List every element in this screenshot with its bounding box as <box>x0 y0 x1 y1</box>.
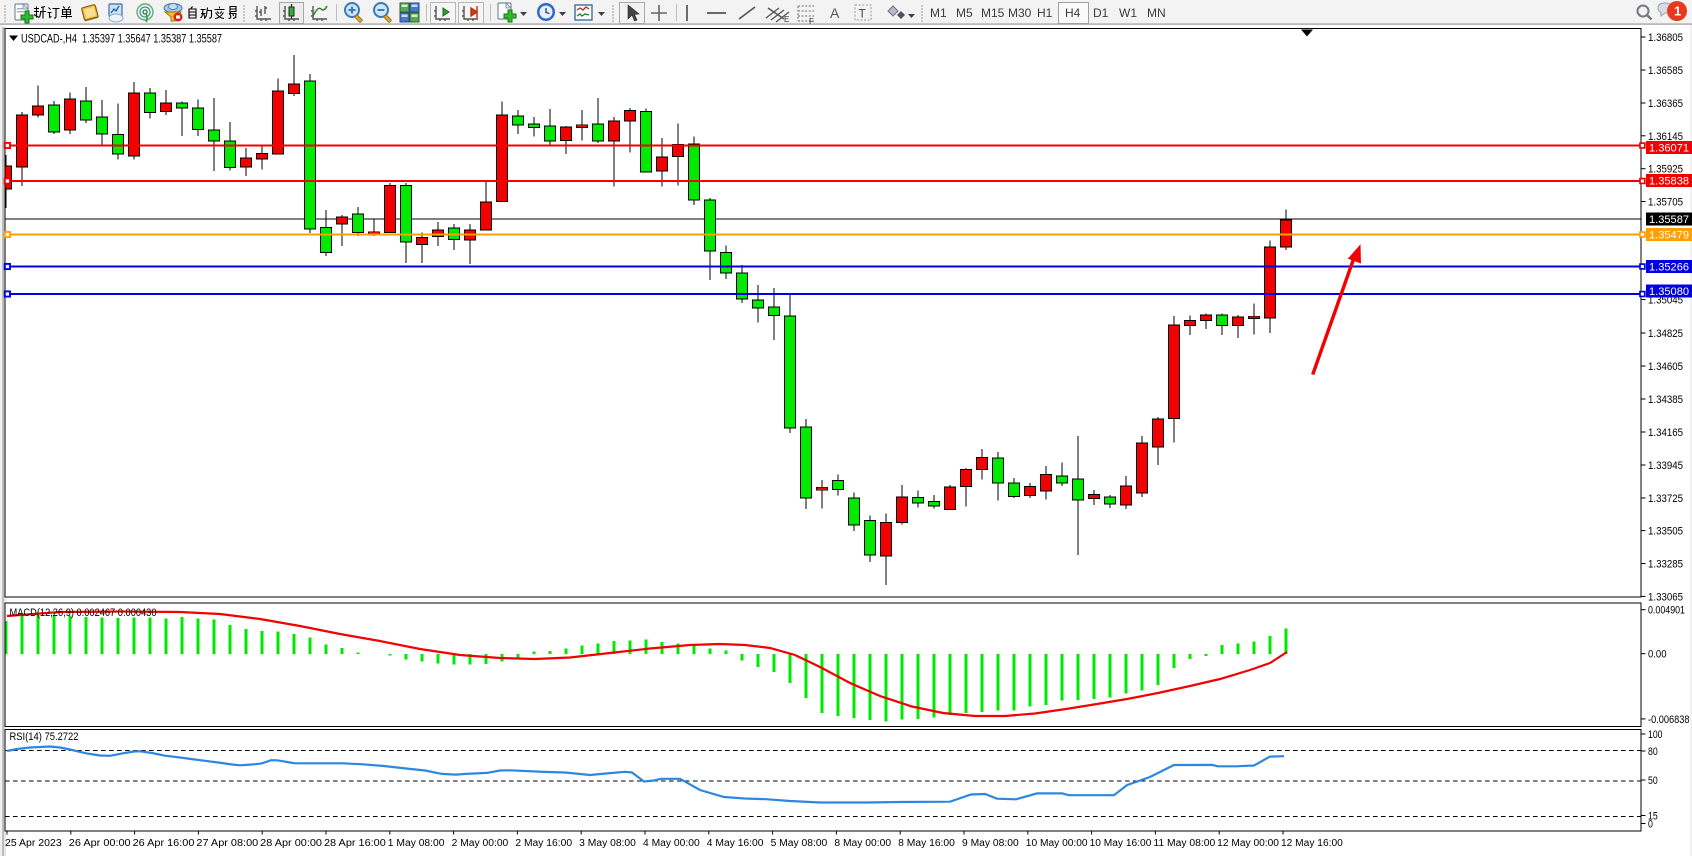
svg-text:11 May 08:00: 11 May 08:00 <box>1153 838 1215 849</box>
svg-text:4 May 00:00: 4 May 00:00 <box>643 838 700 849</box>
svg-text:MN: MN <box>1147 6 1166 20</box>
svg-text:1.36145: 1.36145 <box>1648 131 1683 143</box>
svg-text:M1: M1 <box>930 6 947 20</box>
svg-text:5 May 08:00: 5 May 08:00 <box>771 838 828 849</box>
svg-text:1.34385: 1.34385 <box>1648 394 1683 406</box>
svg-text:1.36071: 1.36071 <box>1649 143 1689 155</box>
svg-text:W1: W1 <box>1119 6 1137 20</box>
svg-text:8 May 16:00: 8 May 16:00 <box>898 838 955 849</box>
svg-text:2 May 00:00: 2 May 00:00 <box>452 838 509 849</box>
svg-text:1.35266: 1.35266 <box>1649 262 1689 274</box>
svg-text:28 Apr 16:00: 28 Apr 16:00 <box>324 838 386 849</box>
svg-text:1.34605: 1.34605 <box>1648 361 1683 373</box>
svg-text:M5: M5 <box>956 6 973 20</box>
svg-text:8 May 00:00: 8 May 00:00 <box>834 838 891 849</box>
svg-text:D1: D1 <box>1093 6 1109 20</box>
svg-text:H1: H1 <box>1037 6 1053 20</box>
svg-text:1.35705: 1.35705 <box>1648 197 1683 209</box>
svg-text:0.004901: 0.004901 <box>1648 605 1685 617</box>
svg-text:3 May 08:00: 3 May 08:00 <box>579 838 636 849</box>
svg-text:RSI(14) 75.2722: RSI(14) 75.2722 <box>10 731 79 743</box>
svg-text:50: 50 <box>1648 775 1658 787</box>
svg-text:1.35587: 1.35587 <box>1649 214 1689 226</box>
svg-text:1.34825: 1.34825 <box>1648 328 1683 340</box>
svg-text:H4: H4 <box>1065 6 1081 20</box>
svg-text:1.35080: 1.35080 <box>1649 286 1689 298</box>
svg-text:1.33505: 1.33505 <box>1648 526 1683 538</box>
svg-text:E: E <box>784 15 789 24</box>
svg-text:80: 80 <box>1648 746 1658 758</box>
svg-text:A: A <box>830 5 840 21</box>
svg-text:T: T <box>859 7 867 21</box>
svg-text:25 Apr 2023: 25 Apr 2023 <box>5 838 62 849</box>
svg-text:26 Apr 00:00: 26 Apr 00:00 <box>69 838 131 849</box>
svg-text:10 May 00:00: 10 May 00:00 <box>1026 838 1088 849</box>
svg-text:27 Apr 08:00: 27 Apr 08:00 <box>196 838 258 849</box>
svg-text:9 May 08:00: 9 May 08:00 <box>962 838 1019 849</box>
svg-text:4 May 16:00: 4 May 16:00 <box>707 838 764 849</box>
svg-text:1 May 08:00: 1 May 08:00 <box>388 838 445 849</box>
svg-text:1.33065: 1.33065 <box>1648 591 1683 603</box>
svg-text:USDCAD-,H4 1.35397 1.35647 1.: USDCAD-,H4 1.35397 1.35647 1.35387 1.355… <box>21 34 222 46</box>
svg-text:MACD(12,26,9) 0.002467 0.00043: MACD(12,26,9) 0.002467 0.000430 <box>10 607 157 619</box>
svg-text:F: F <box>809 17 814 26</box>
svg-text:1.33285: 1.33285 <box>1648 559 1683 571</box>
svg-text:1.33945: 1.33945 <box>1648 460 1683 472</box>
svg-text:1.36365: 1.36365 <box>1648 98 1683 110</box>
svg-text:1.36805: 1.36805 <box>1648 32 1683 44</box>
svg-text:12 May 16:00: 12 May 16:00 <box>1281 838 1343 849</box>
svg-text:1: 1 <box>1674 4 1681 19</box>
svg-text:28 Apr 00:00: 28 Apr 00:00 <box>260 838 322 849</box>
svg-text:1.35925: 1.35925 <box>1648 164 1683 176</box>
svg-text:1.36585: 1.36585 <box>1648 65 1683 77</box>
svg-text:M15: M15 <box>981 6 1005 20</box>
svg-text:100: 100 <box>1648 729 1663 741</box>
svg-text:M30: M30 <box>1008 6 1032 20</box>
svg-text:1.35479: 1.35479 <box>1649 230 1689 242</box>
svg-text:0: 0 <box>1648 819 1653 831</box>
svg-text:-0.006838: -0.006838 <box>1648 714 1690 726</box>
svg-text:12 May 00:00: 12 May 00:00 <box>1217 838 1279 849</box>
svg-text:2 May 16:00: 2 May 16:00 <box>515 838 572 849</box>
svg-text:1.35838: 1.35838 <box>1649 176 1689 188</box>
svg-text:1.33725: 1.33725 <box>1648 493 1683 505</box>
svg-text:1.34165: 1.34165 <box>1648 427 1683 439</box>
svg-text:26 Apr 16:00: 26 Apr 16:00 <box>133 838 195 849</box>
svg-text:0.00: 0.00 <box>1648 649 1667 661</box>
svg-text:10 May 16:00: 10 May 16:00 <box>1090 838 1152 849</box>
svg-text:15: 15 <box>1648 811 1658 823</box>
